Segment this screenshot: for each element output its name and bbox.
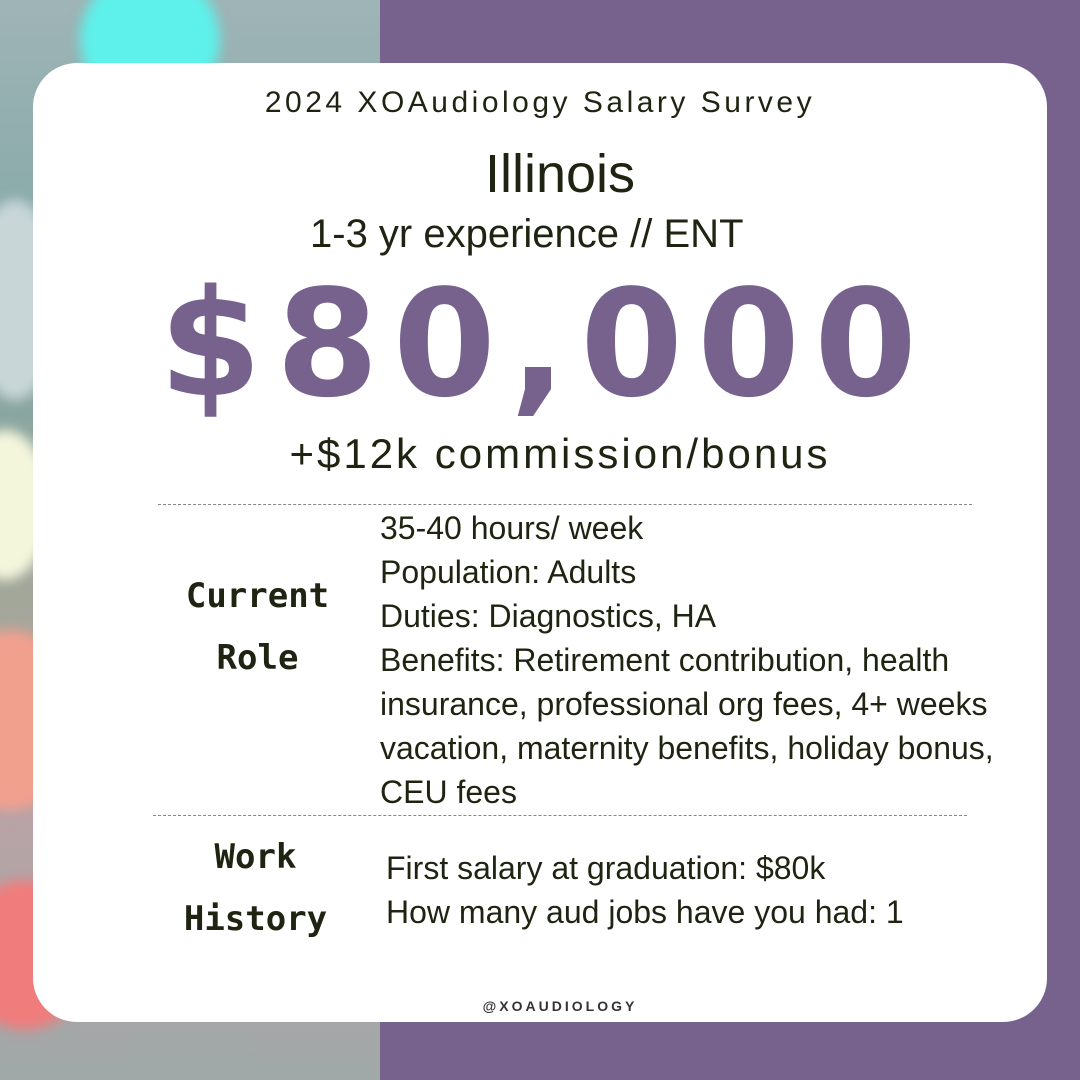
salary: $80,000 [158, 258, 932, 430]
divider [153, 815, 967, 816]
survey-title: 2024 XOAudiology Salary Survey [264, 86, 816, 119]
role-details: 35-40 hours/ week Population: Adults Dut… [380, 506, 1030, 814]
bonus: +$12k commission/bonus [289, 430, 831, 477]
detail-line: Population: Adults [380, 554, 637, 590]
history-details: First salary at graduation: $80k How man… [386, 846, 1036, 934]
experience: 1-3 yr experience // ENT [310, 212, 744, 256]
label-line: History [183, 899, 328, 939]
detail-line: How many aud jobs have you had: 1 [386, 894, 904, 930]
detail-line: Duties: Diagnostics, HA [380, 598, 717, 634]
detail-line: 35-40 hours/ week [380, 510, 644, 546]
card [33, 63, 1047, 1022]
section-label: Current Role [160, 565, 355, 689]
divider [158, 504, 972, 505]
detail-line: Benefits: Retirement contribution, healt… [380, 642, 994, 810]
section-label: Work History [158, 826, 353, 950]
location: Illinois [484, 144, 636, 204]
label-line: Current [185, 576, 330, 616]
label-line: Role [216, 638, 299, 678]
handle: @XOAUDIOLOGY [482, 998, 638, 1014]
detail-line: First salary at graduation: $80k [386, 850, 826, 886]
label-line: Work [214, 837, 297, 877]
